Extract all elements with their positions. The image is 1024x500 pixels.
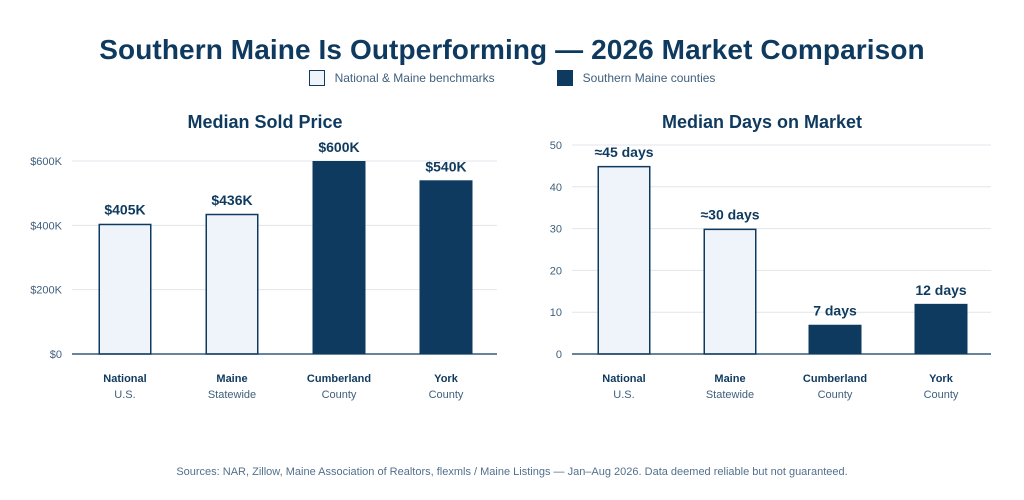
legend: National & Maine benchmarks Southern Mai… — [0, 70, 1024, 86]
sources-note: Sources: NAR, Zillow, Maine Association … — [176, 466, 848, 478]
chart-1-bar-national — [98, 223, 152, 355]
chart-1-ytick-label: $0 — [50, 349, 62, 361]
chart-1-bar-york — [419, 180, 473, 354]
chart-1-ytick-label: $400K — [30, 220, 62, 232]
chart-1-data-label: $436K — [211, 192, 252, 208]
chart-1-bar-cumberland — [312, 161, 366, 354]
chart-2-ytick-label: 10 — [550, 307, 562, 319]
chart-2-data-label: 7 days — [813, 303, 857, 319]
chart-2-ytick-label: 50 — [550, 140, 562, 152]
chart-2-bar-maine — [703, 228, 757, 355]
chart-1-xtick-label: National — [103, 373, 146, 385]
chart-2-xtick-sublabel: U.S. — [613, 389, 634, 401]
chart-2-data-label: ≈30 days — [700, 207, 759, 223]
chart-2-bar-york — [914, 303, 968, 354]
page-title: Southern Maine Is Outperforming — 2026 M… — [99, 34, 925, 65]
chart-2-xtick-sublabel: County — [924, 389, 959, 401]
chart-1-data-label: $540K — [425, 158, 466, 174]
chart-1-title: Median Sold Price — [187, 112, 342, 132]
chart-1-xtick-label: Maine — [216, 373, 247, 385]
chart-2-data-label: ≈45 days — [594, 144, 653, 160]
chart-2-bar-cumberland — [808, 324, 862, 354]
chart-1-xtick-sublabel: Statewide — [208, 389, 256, 401]
chart-2-xtick-sublabel: County — [818, 389, 853, 401]
chart-2-xtick-label: Cumberland — [803, 373, 867, 385]
chart-2-xtick-label: York — [929, 373, 954, 385]
legend-label-benchmark: National & Maine benchmarks — [334, 71, 495, 85]
chart-1-xtick-sublabel: County — [322, 389, 357, 401]
chart-2-bar-national — [597, 165, 651, 355]
chart-1-xtick-sublabel: County — [429, 389, 464, 401]
chart-1-data-label: $600K — [318, 139, 359, 155]
chart-2-data-label: 12 days — [915, 282, 967, 298]
chart-2-xtick-label: National — [602, 373, 645, 385]
legend-swatch-benchmark — [308, 70, 325, 86]
chart-2-ytick-label: 0 — [556, 349, 562, 361]
chart-1-xtick-label: York — [434, 373, 459, 385]
legend-swatch-county — [556, 70, 573, 86]
legend-item-benchmark: National & Maine benchmarks — [308, 70, 495, 86]
chart-2-xtick-label: Maine — [714, 373, 745, 385]
chart-2-ytick-label: 30 — [550, 224, 562, 236]
chart-2-title: Median Days on Market — [662, 112, 862, 132]
chart-1-data-label: $405K — [104, 202, 145, 218]
chart-1-ytick-label: $200K — [30, 285, 62, 297]
chart-1-bar-maine — [205, 213, 259, 355]
legend-label-county: Southern Maine counties — [582, 71, 716, 85]
chart-1-xtick-sublabel: U.S. — [114, 389, 135, 401]
chart-2-ytick-label: 20 — [550, 265, 562, 277]
chart-1-ytick-label: $600K — [30, 156, 62, 168]
chart-2-xtick-sublabel: Statewide — [706, 389, 754, 401]
chart-1-xtick-label: Cumberland — [307, 373, 371, 385]
legend-item-county: Southern Maine counties — [556, 70, 716, 86]
chart-2-ytick-label: 40 — [550, 182, 562, 194]
